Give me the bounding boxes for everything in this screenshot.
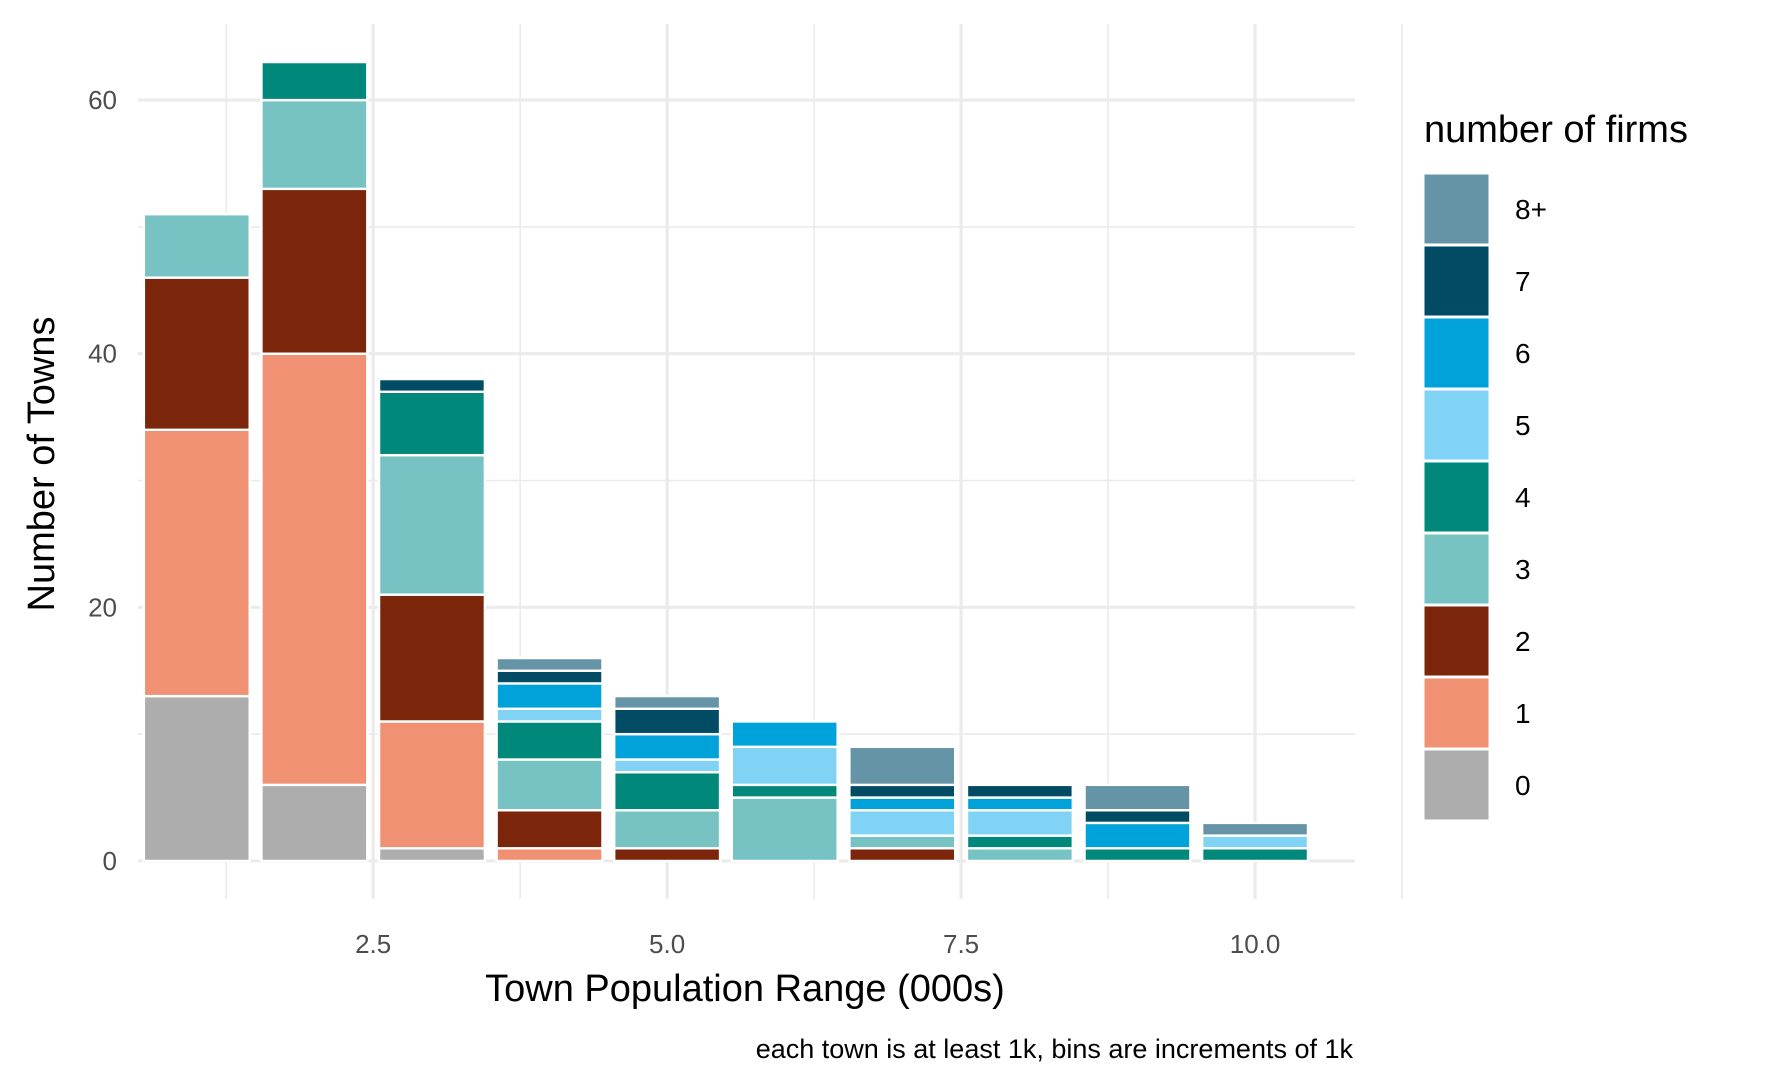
bar-segment bbox=[377, 847, 487, 863]
bar-segment bbox=[260, 352, 369, 787]
bar-segment bbox=[613, 809, 722, 850]
x-axis-title: Town Population Range (000s) bbox=[485, 968, 1005, 1010]
legend-label: 6 bbox=[1515, 338, 1531, 369]
legend: number of firms 8+ 7 6 5 4 3 2 1 0 bbox=[1421, 109, 1688, 823]
bar-segment bbox=[377, 720, 487, 850]
legend-label: 4 bbox=[1515, 482, 1531, 513]
bar-segment bbox=[495, 809, 604, 850]
y-axis-title: Number of Towns bbox=[21, 317, 63, 612]
bar-segment bbox=[848, 809, 957, 837]
bar-segment bbox=[377, 453, 487, 596]
legend-label: 0 bbox=[1515, 770, 1531, 801]
bar-segment bbox=[613, 758, 722, 774]
legend-swatch bbox=[1421, 531, 1492, 607]
bar-segment bbox=[613, 707, 722, 736]
bar-segment bbox=[1083, 783, 1192, 812]
bar-segment bbox=[142, 694, 251, 863]
bar-segment bbox=[965, 809, 1074, 837]
legend-items: 8+ 7 6 5 4 3 2 1 0 bbox=[1421, 171, 1547, 823]
bar-segment bbox=[1200, 847, 1310, 863]
bar-segment bbox=[613, 770, 722, 812]
bar-segment bbox=[613, 732, 722, 761]
bar-segment bbox=[260, 783, 369, 863]
legend-swatch bbox=[1421, 315, 1492, 391]
bar-segment bbox=[848, 847, 957, 863]
bar-segment bbox=[613, 694, 722, 710]
bar-segment bbox=[377, 377, 487, 393]
legend-label: 2 bbox=[1515, 626, 1531, 657]
legend-swatch bbox=[1421, 747, 1492, 823]
bar-segment bbox=[848, 783, 957, 799]
legend-label: 7 bbox=[1515, 266, 1531, 297]
x-tick-label: 2.5 bbox=[355, 929, 391, 959]
bar-segment bbox=[142, 276, 251, 431]
y-tick-label: 0 bbox=[103, 846, 117, 876]
y-axis-ticks: 0 20 40 60 bbox=[88, 85, 117, 876]
legend-swatch bbox=[1421, 675, 1492, 751]
bar-segment bbox=[848, 834, 957, 850]
legend-swatch bbox=[1421, 243, 1492, 319]
bar-segment bbox=[260, 60, 369, 102]
x-axis-ticks: 2.5 5.0 7.5 10.0 bbox=[355, 929, 1280, 959]
bar-segment bbox=[965, 783, 1074, 799]
chart-caption: each town is at least 1k, bins are incre… bbox=[756, 1034, 1354, 1064]
legend-swatch bbox=[1421, 387, 1492, 463]
bar-segment bbox=[848, 796, 957, 812]
bar-segment bbox=[1083, 821, 1192, 850]
bar-segment bbox=[142, 428, 251, 698]
bar-segment bbox=[965, 847, 1074, 863]
bar-segment bbox=[260, 187, 369, 355]
bar-segment bbox=[495, 720, 604, 761]
legend-swatch bbox=[1421, 171, 1492, 247]
legend-title: number of firms bbox=[1424, 109, 1688, 151]
bar-segment bbox=[1200, 834, 1310, 850]
y-tick-label: 20 bbox=[88, 592, 117, 622]
x-tick-label: 7.5 bbox=[943, 929, 979, 959]
bar-segment bbox=[965, 834, 1074, 850]
bar-segment bbox=[1083, 847, 1192, 863]
bar-segment bbox=[495, 669, 604, 685]
legend-label: 3 bbox=[1515, 554, 1531, 585]
bar-segment bbox=[377, 390, 487, 457]
bar-segment bbox=[495, 758, 604, 812]
bar-segment bbox=[377, 593, 487, 723]
legend-swatch bbox=[1421, 459, 1492, 535]
bar-segment bbox=[142, 213, 251, 279]
x-tick-label: 10.0 bbox=[1230, 929, 1281, 959]
bar-segment bbox=[730, 796, 839, 863]
bar-segment bbox=[495, 682, 604, 710]
legend-label: 5 bbox=[1515, 410, 1531, 441]
bars bbox=[142, 60, 1310, 863]
legend-label: 1 bbox=[1515, 698, 1531, 729]
bar-segment bbox=[495, 656, 604, 672]
bar-segment bbox=[260, 98, 369, 191]
bar-segment bbox=[730, 720, 839, 749]
bar-segment bbox=[495, 847, 604, 863]
y-tick-label: 60 bbox=[88, 85, 117, 115]
bar-segment bbox=[495, 707, 604, 723]
bar-segment bbox=[730, 745, 839, 787]
bar-segment bbox=[1200, 821, 1310, 837]
y-tick-label: 40 bbox=[88, 339, 117, 369]
bar-segment bbox=[730, 783, 839, 799]
bar-segment bbox=[848, 745, 957, 787]
bar-segment bbox=[1083, 809, 1192, 825]
legend-swatch bbox=[1421, 603, 1492, 679]
bar-segment bbox=[613, 847, 722, 863]
legend-label: 8+ bbox=[1515, 194, 1547, 225]
x-tick-label: 5.0 bbox=[649, 929, 685, 959]
bar-segment bbox=[965, 796, 1074, 812]
